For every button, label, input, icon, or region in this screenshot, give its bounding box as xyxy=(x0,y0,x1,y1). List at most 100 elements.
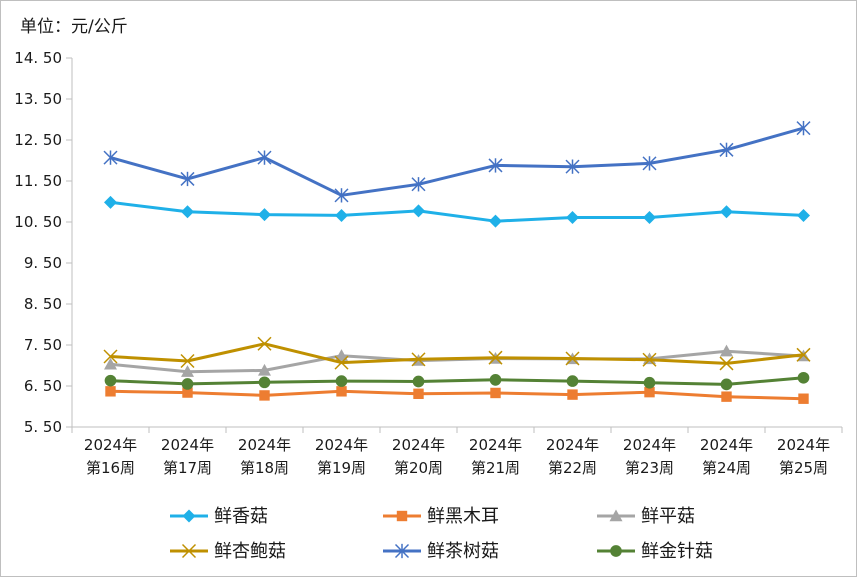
data-point xyxy=(180,353,195,369)
data-point xyxy=(394,543,410,559)
series-line xyxy=(110,126,804,197)
x-tick-label: 2024年 xyxy=(84,436,137,454)
data-point xyxy=(566,375,579,387)
legend-item: 鲜茶树菇 xyxy=(383,541,499,562)
x-tick-label: 2024年 xyxy=(315,436,368,454)
y-tick-label: 7. 50 xyxy=(24,336,62,354)
data-point xyxy=(335,349,348,361)
x-tick-label: 2024年 xyxy=(623,436,676,454)
data-point xyxy=(181,378,194,390)
data-point xyxy=(412,375,425,388)
x-tick-label: 第17周 xyxy=(163,459,212,477)
legend-item: 鲜平菇 xyxy=(597,506,695,527)
y-tick-label: 14. 50 xyxy=(14,49,62,67)
data-point xyxy=(643,210,656,224)
data-point xyxy=(258,208,271,222)
data-point xyxy=(643,376,656,389)
data-point xyxy=(180,171,195,187)
legend-label: 鲜香菇 xyxy=(214,506,268,527)
legend-label: 鲜黑木耳 xyxy=(427,506,499,527)
data-point xyxy=(411,177,426,192)
legend-item: 鲜黑木耳 xyxy=(383,506,499,527)
data-point xyxy=(642,156,657,171)
data-point xyxy=(644,386,655,398)
x-tick-label: 第18周 xyxy=(240,459,289,477)
x-tick-label: 第20周 xyxy=(394,459,443,477)
data-point xyxy=(411,352,426,367)
x-tick-label: 2024年 xyxy=(469,436,522,454)
data-point xyxy=(182,509,196,523)
data-point xyxy=(181,543,197,559)
data-point xyxy=(257,336,272,351)
data-point xyxy=(719,142,734,157)
data-point xyxy=(181,205,194,219)
data-point xyxy=(413,388,424,399)
y-tick-label: 5. 50 xyxy=(24,418,62,436)
series-line xyxy=(110,342,804,365)
data-point xyxy=(721,391,732,402)
x-tick-label: 第16周 xyxy=(86,459,135,477)
data-point xyxy=(257,150,272,165)
data-point xyxy=(796,347,811,362)
data-point xyxy=(335,375,348,387)
data-point xyxy=(720,205,733,219)
x-tick-label: 2024年 xyxy=(161,436,214,454)
data-point xyxy=(488,158,503,173)
legend-label: 鲜平菇 xyxy=(641,506,695,527)
data-point xyxy=(396,510,408,522)
x-tick-label: 第22周 xyxy=(548,459,597,477)
legend-item: 鲜香菇 xyxy=(170,506,268,527)
y-tick-label: 8. 50 xyxy=(24,295,62,313)
x-tick-label: 第19周 xyxy=(317,459,366,477)
data-point xyxy=(334,188,349,203)
unit-label: 单位：元/公斤 xyxy=(20,17,128,37)
data-point xyxy=(567,389,578,400)
data-point xyxy=(412,204,425,218)
legend-label: 鲜茶树菇 xyxy=(427,541,499,562)
data-point xyxy=(798,393,809,404)
data-point xyxy=(258,376,271,389)
x-tick-label: 2024年 xyxy=(392,436,445,454)
y-tick-label: 6. 50 xyxy=(24,377,62,395)
y-tick-label: 12. 50 xyxy=(14,131,62,149)
x-tick-label: 2024年 xyxy=(777,436,830,454)
data-point xyxy=(797,208,810,222)
data-point xyxy=(719,356,734,371)
data-point xyxy=(610,545,622,557)
data-point xyxy=(104,357,117,370)
data-point xyxy=(105,386,116,397)
data-point xyxy=(104,195,117,209)
data-point xyxy=(609,509,623,522)
series-line xyxy=(110,376,804,386)
x-tick-label: 第21周 xyxy=(471,459,520,477)
data-point xyxy=(565,351,580,366)
y-tick-label: 11. 50 xyxy=(14,172,62,190)
legend-item: 鲜杏鲍菇 xyxy=(170,541,286,562)
data-point xyxy=(104,374,117,387)
data-point xyxy=(336,386,347,397)
data-point xyxy=(182,387,193,398)
data-point xyxy=(489,374,502,386)
series-line xyxy=(110,389,804,401)
data-point xyxy=(259,390,270,401)
legend-label: 鲜杏鲍菇 xyxy=(214,541,286,562)
y-tick-label: 13. 50 xyxy=(14,90,62,108)
data-point xyxy=(335,208,348,222)
x-tick-label: 2024年 xyxy=(546,436,599,454)
data-point xyxy=(642,352,657,367)
data-point xyxy=(181,365,194,377)
data-point xyxy=(489,214,502,228)
data-point xyxy=(103,349,118,364)
data-point xyxy=(258,363,271,376)
data-point xyxy=(490,387,501,399)
data-point xyxy=(797,371,810,384)
data-point xyxy=(103,150,118,165)
series-line xyxy=(110,200,804,223)
data-point xyxy=(565,159,580,174)
data-point xyxy=(488,350,503,365)
x-tick-label: 第23周 xyxy=(625,459,674,477)
data-point xyxy=(334,355,349,370)
data-point xyxy=(720,344,733,357)
